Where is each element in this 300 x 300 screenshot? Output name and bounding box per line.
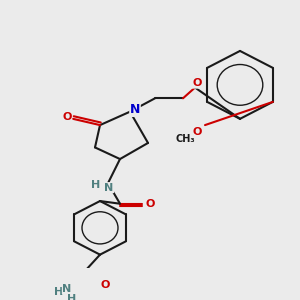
- Text: H: H: [92, 180, 100, 190]
- Text: N: N: [104, 183, 114, 193]
- Text: N: N: [130, 103, 140, 116]
- Text: O: O: [62, 112, 72, 122]
- Text: O: O: [192, 127, 202, 137]
- Text: O: O: [192, 78, 202, 88]
- Text: H: H: [54, 287, 64, 297]
- Text: H: H: [68, 294, 76, 300]
- Text: O: O: [100, 280, 110, 290]
- Text: N: N: [62, 284, 72, 294]
- Text: CH₃: CH₃: [175, 134, 195, 144]
- Text: O: O: [145, 199, 155, 209]
